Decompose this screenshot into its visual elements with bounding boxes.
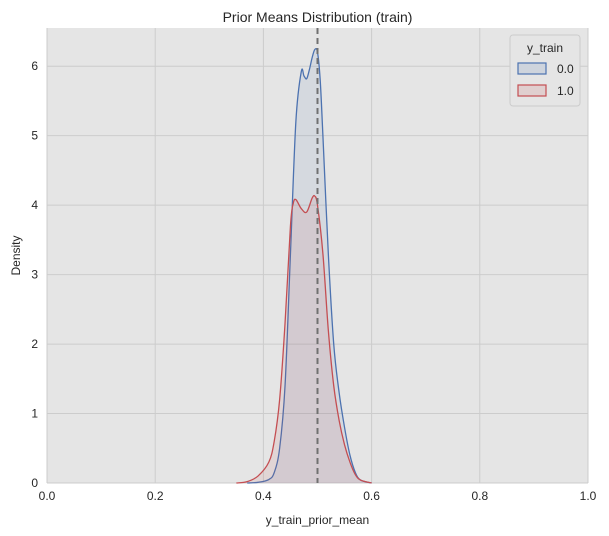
legend-label-0.0: 0.0 <box>557 62 574 76</box>
density-areas <box>236 48 372 484</box>
legend-items: 0.0 1.0 <box>517 62 574 98</box>
legend-title: y_train <box>527 41 563 55</box>
y-tick-label: 2 <box>31 337 38 351</box>
y-tick-label: 0 <box>31 476 38 490</box>
chart-title: Prior Means Distribution (train) <box>223 9 413 25</box>
legend-swatch-0.0 <box>517 62 547 75</box>
x-axis-ticks: 0.0 0.2 0.4 0.6 0.8 1.0 <box>39 489 597 503</box>
x-tick-label: 0.2 <box>147 489 164 503</box>
y-tick-label: 1 <box>31 407 38 421</box>
legend-label-1.0: 1.0 <box>557 84 574 98</box>
y-tick-label: 3 <box>31 268 38 282</box>
y-tick-label: 4 <box>31 198 38 212</box>
y-axis-label: Density <box>9 235 23 275</box>
density-fill-1.0 <box>236 195 372 484</box>
x-tick-label: 0.8 <box>471 489 488 503</box>
y-axis-ticks: 0 1 2 3 4 5 6 <box>31 59 38 490</box>
x-tick-label: 1.0 <box>580 489 597 503</box>
density-fill-0.0 <box>247 48 372 483</box>
x-tick-label: 0.4 <box>255 489 272 503</box>
density-line-1.0 <box>236 194 372 484</box>
y-tick-label: 5 <box>31 129 38 143</box>
density-line-0.0 <box>247 48 372 484</box>
x-tick-label: 0.6 <box>363 489 380 503</box>
x-axis-label: y_train_prior_mean <box>266 513 369 527</box>
legend-swatch-1.0 <box>517 84 547 97</box>
legend-box <box>509 34 581 107</box>
x-tick-label: 0.0 <box>39 489 56 503</box>
y-tick-label: 6 <box>31 59 38 73</box>
legend: y_train 0.0 1.0 <box>509 34 581 107</box>
